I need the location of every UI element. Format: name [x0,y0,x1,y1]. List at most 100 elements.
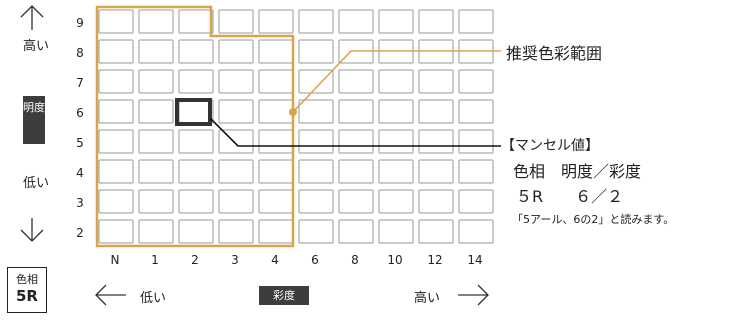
x-tick-label: 8 [351,253,359,267]
grid-cell [458,219,494,244]
grid-cell [138,159,174,184]
grid-cell [138,69,174,94]
y-tick-label: 9 [76,16,84,30]
recommended-range-outline [95,5,295,248]
highlight-cell [175,98,212,126]
grid-cell [338,219,374,244]
x-tick-label: 1 [151,253,159,267]
grid-cell [298,9,334,34]
grid-cell [218,69,254,94]
y-tick-label: 8 [76,46,84,60]
grid-cell [418,189,454,214]
hue-box-value: 5R [16,287,38,305]
grid-cell [218,129,254,154]
y-tick-label: 5 [76,136,84,150]
grid-cell [138,129,174,154]
x-tick-label: 10 [387,253,402,267]
grid-cell [338,129,374,154]
grid-cell [98,99,134,124]
grid-cell [258,69,294,94]
munsell-reading-note: 「5アール、6の2」と読みます。 [512,213,675,226]
grid-cell [258,99,294,124]
grid-cell [338,159,374,184]
grid-cell [418,69,454,94]
grid-cell [378,159,414,184]
x-tick-label: N [111,253,120,267]
grid-cell [338,9,374,34]
grid-cell [378,9,414,34]
grid-cell [298,189,334,214]
grid-cell [258,219,294,244]
munsell-value-row: ５R ６／２ [516,187,624,206]
grid-cell [378,69,414,94]
grid-cell [458,129,494,154]
y-tick-label: 3 [76,196,84,210]
grid-cell [418,9,454,34]
recommended-range-label: 推奨色彩範囲 [506,44,603,63]
grid-cell [258,39,294,64]
munsell-leader-line [209,117,501,147]
grid-cell [218,189,254,214]
arrow-left-icon [95,284,126,306]
grid-cell [418,129,454,154]
grid-cell [218,99,254,124]
x-tick-label: 6 [311,253,319,267]
grid-cell [418,219,454,244]
grid-cell [218,219,254,244]
grid-cell [98,69,134,94]
grid-cell [218,39,254,64]
grid-cell [98,189,134,214]
grid-cell [258,9,294,34]
arrow-down-icon [20,218,44,242]
arrow-right-icon [458,284,489,306]
grid-cell [178,9,214,34]
grid-cell [98,9,134,34]
grid-cell [138,9,174,34]
x-axis-badge: 彩度 [259,286,309,305]
grid-cell [298,129,334,154]
y-tick-label: 7 [76,76,84,90]
grid-cell [458,9,494,34]
grid-cell [458,99,494,124]
grid-cell [338,189,374,214]
grid-cell [138,39,174,64]
x-tick-label: 12 [427,253,442,267]
range-leader-dot [289,108,297,116]
grid-cell [458,159,494,184]
grid-cell [178,129,214,154]
grid-cell [378,219,414,244]
munsell-header-row: 色相 明度／彩度 [513,162,642,181]
grid-cell [138,189,174,214]
grid-cell [178,159,214,184]
grid-cell [178,189,214,214]
grid-cell [458,69,494,94]
grid-cell [378,129,414,154]
grid-cell [138,219,174,244]
munsell-title: 【マンセル値】 [501,138,599,154]
grid-cell [178,219,214,244]
grid-cell [298,99,334,124]
grid-cell [338,69,374,94]
grid-cell [218,9,254,34]
grid-cell [178,39,214,64]
grid-cell [258,189,294,214]
grid-cell [98,159,134,184]
grid-cell [418,159,454,184]
y-tick-label: 6 [76,106,84,120]
grid-cell [98,39,134,64]
y-tick-label: 4 [76,166,84,180]
x-tick-label: 4 [271,253,279,267]
grid-cell [458,189,494,214]
grid-cell [178,99,214,124]
grid-cell [418,99,454,124]
arrow-up-icon [20,5,44,30]
x-tick-label: 3 [231,253,239,267]
grid-cell [138,99,174,124]
grid-cell [338,99,374,124]
y-axis-badge: 明度 [23,96,45,144]
x-tick-label: 2 [191,253,199,267]
grid-cell [178,69,214,94]
grid-cell [98,219,134,244]
grid-cell [258,159,294,184]
value-chroma-grid [98,9,494,244]
